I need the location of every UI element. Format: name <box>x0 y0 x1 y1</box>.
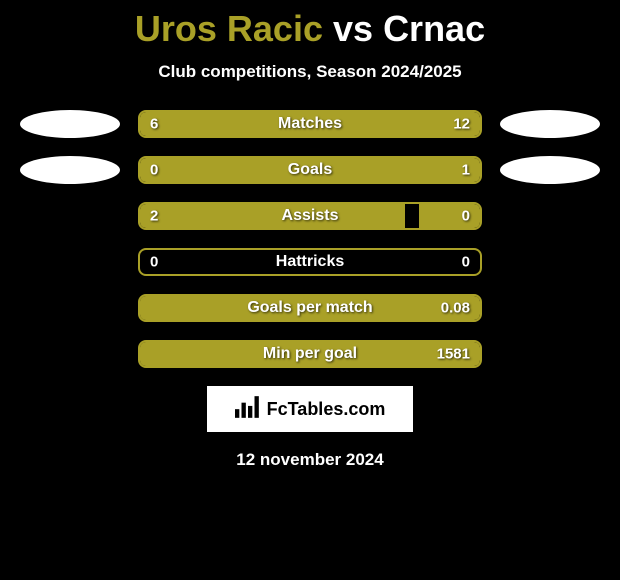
stat-label: Min per goal <box>263 345 357 363</box>
stat-label: Goals per match <box>247 299 372 317</box>
stat-value-left: 6 <box>150 116 158 133</box>
stat-row: 0 1 Goals <box>0 156 620 184</box>
stat-label: Assists <box>282 207 339 225</box>
player1-marker <box>20 156 120 184</box>
stat-bar: 1581 Min per goal <box>138 340 482 368</box>
chart-bars-icon <box>235 396 261 423</box>
player1-marker <box>20 110 120 138</box>
logo-box: FcTables.com <box>207 386 413 432</box>
stat-fill-right <box>201 158 480 182</box>
logo-text: FcTables.com <box>267 399 386 420</box>
stat-fill-right <box>419 204 480 228</box>
stat-value-right: 12 <box>453 116 470 133</box>
stat-value-left: 0 <box>150 254 158 271</box>
stat-fill-left <box>140 204 405 228</box>
stat-value-right: 0 <box>462 208 470 225</box>
stats-container: 6 12 Matches 0 1 Goals 2 0 Assists 0 0 Hattricks 0.0… <box>0 110 620 368</box>
stat-row: 6 12 Matches <box>0 110 620 138</box>
comparison-title: Uros Racic vs Crnac <box>0 0 620 50</box>
stat-label: Matches <box>278 115 342 133</box>
stat-bar: 0 0 Hattricks <box>138 248 482 276</box>
stat-value-right: 1 <box>462 162 470 179</box>
stat-bar: 2 0 Assists <box>138 202 482 230</box>
stat-value-right: 0 <box>462 254 470 271</box>
stat-row: 2 0 Assists <box>0 202 620 230</box>
stat-row: 0.08 Goals per match <box>0 294 620 322</box>
stat-label: Goals <box>288 161 332 179</box>
stat-row: 1581 Min per goal <box>0 340 620 368</box>
stat-bar: 6 12 Matches <box>138 110 482 138</box>
stat-bar: 0 1 Goals <box>138 156 482 184</box>
player2-name: Crnac <box>383 8 485 49</box>
player2-marker <box>500 156 600 184</box>
subtitle: Club competitions, Season 2024/2025 <box>0 62 620 82</box>
stat-label: Hattricks <box>276 253 344 271</box>
player2-marker <box>500 110 600 138</box>
player1-name: Uros Racic <box>135 8 323 49</box>
date-text: 12 november 2024 <box>0 450 620 470</box>
stat-value-right: 1581 <box>437 346 470 363</box>
stat-value-right: 0.08 <box>441 300 470 317</box>
stat-value-left: 2 <box>150 208 158 225</box>
stat-bar: 0.08 Goals per match <box>138 294 482 322</box>
stat-value-left: 0 <box>150 162 158 179</box>
stat-row: 0 0 Hattricks <box>0 248 620 276</box>
vs-text: vs <box>333 8 373 49</box>
